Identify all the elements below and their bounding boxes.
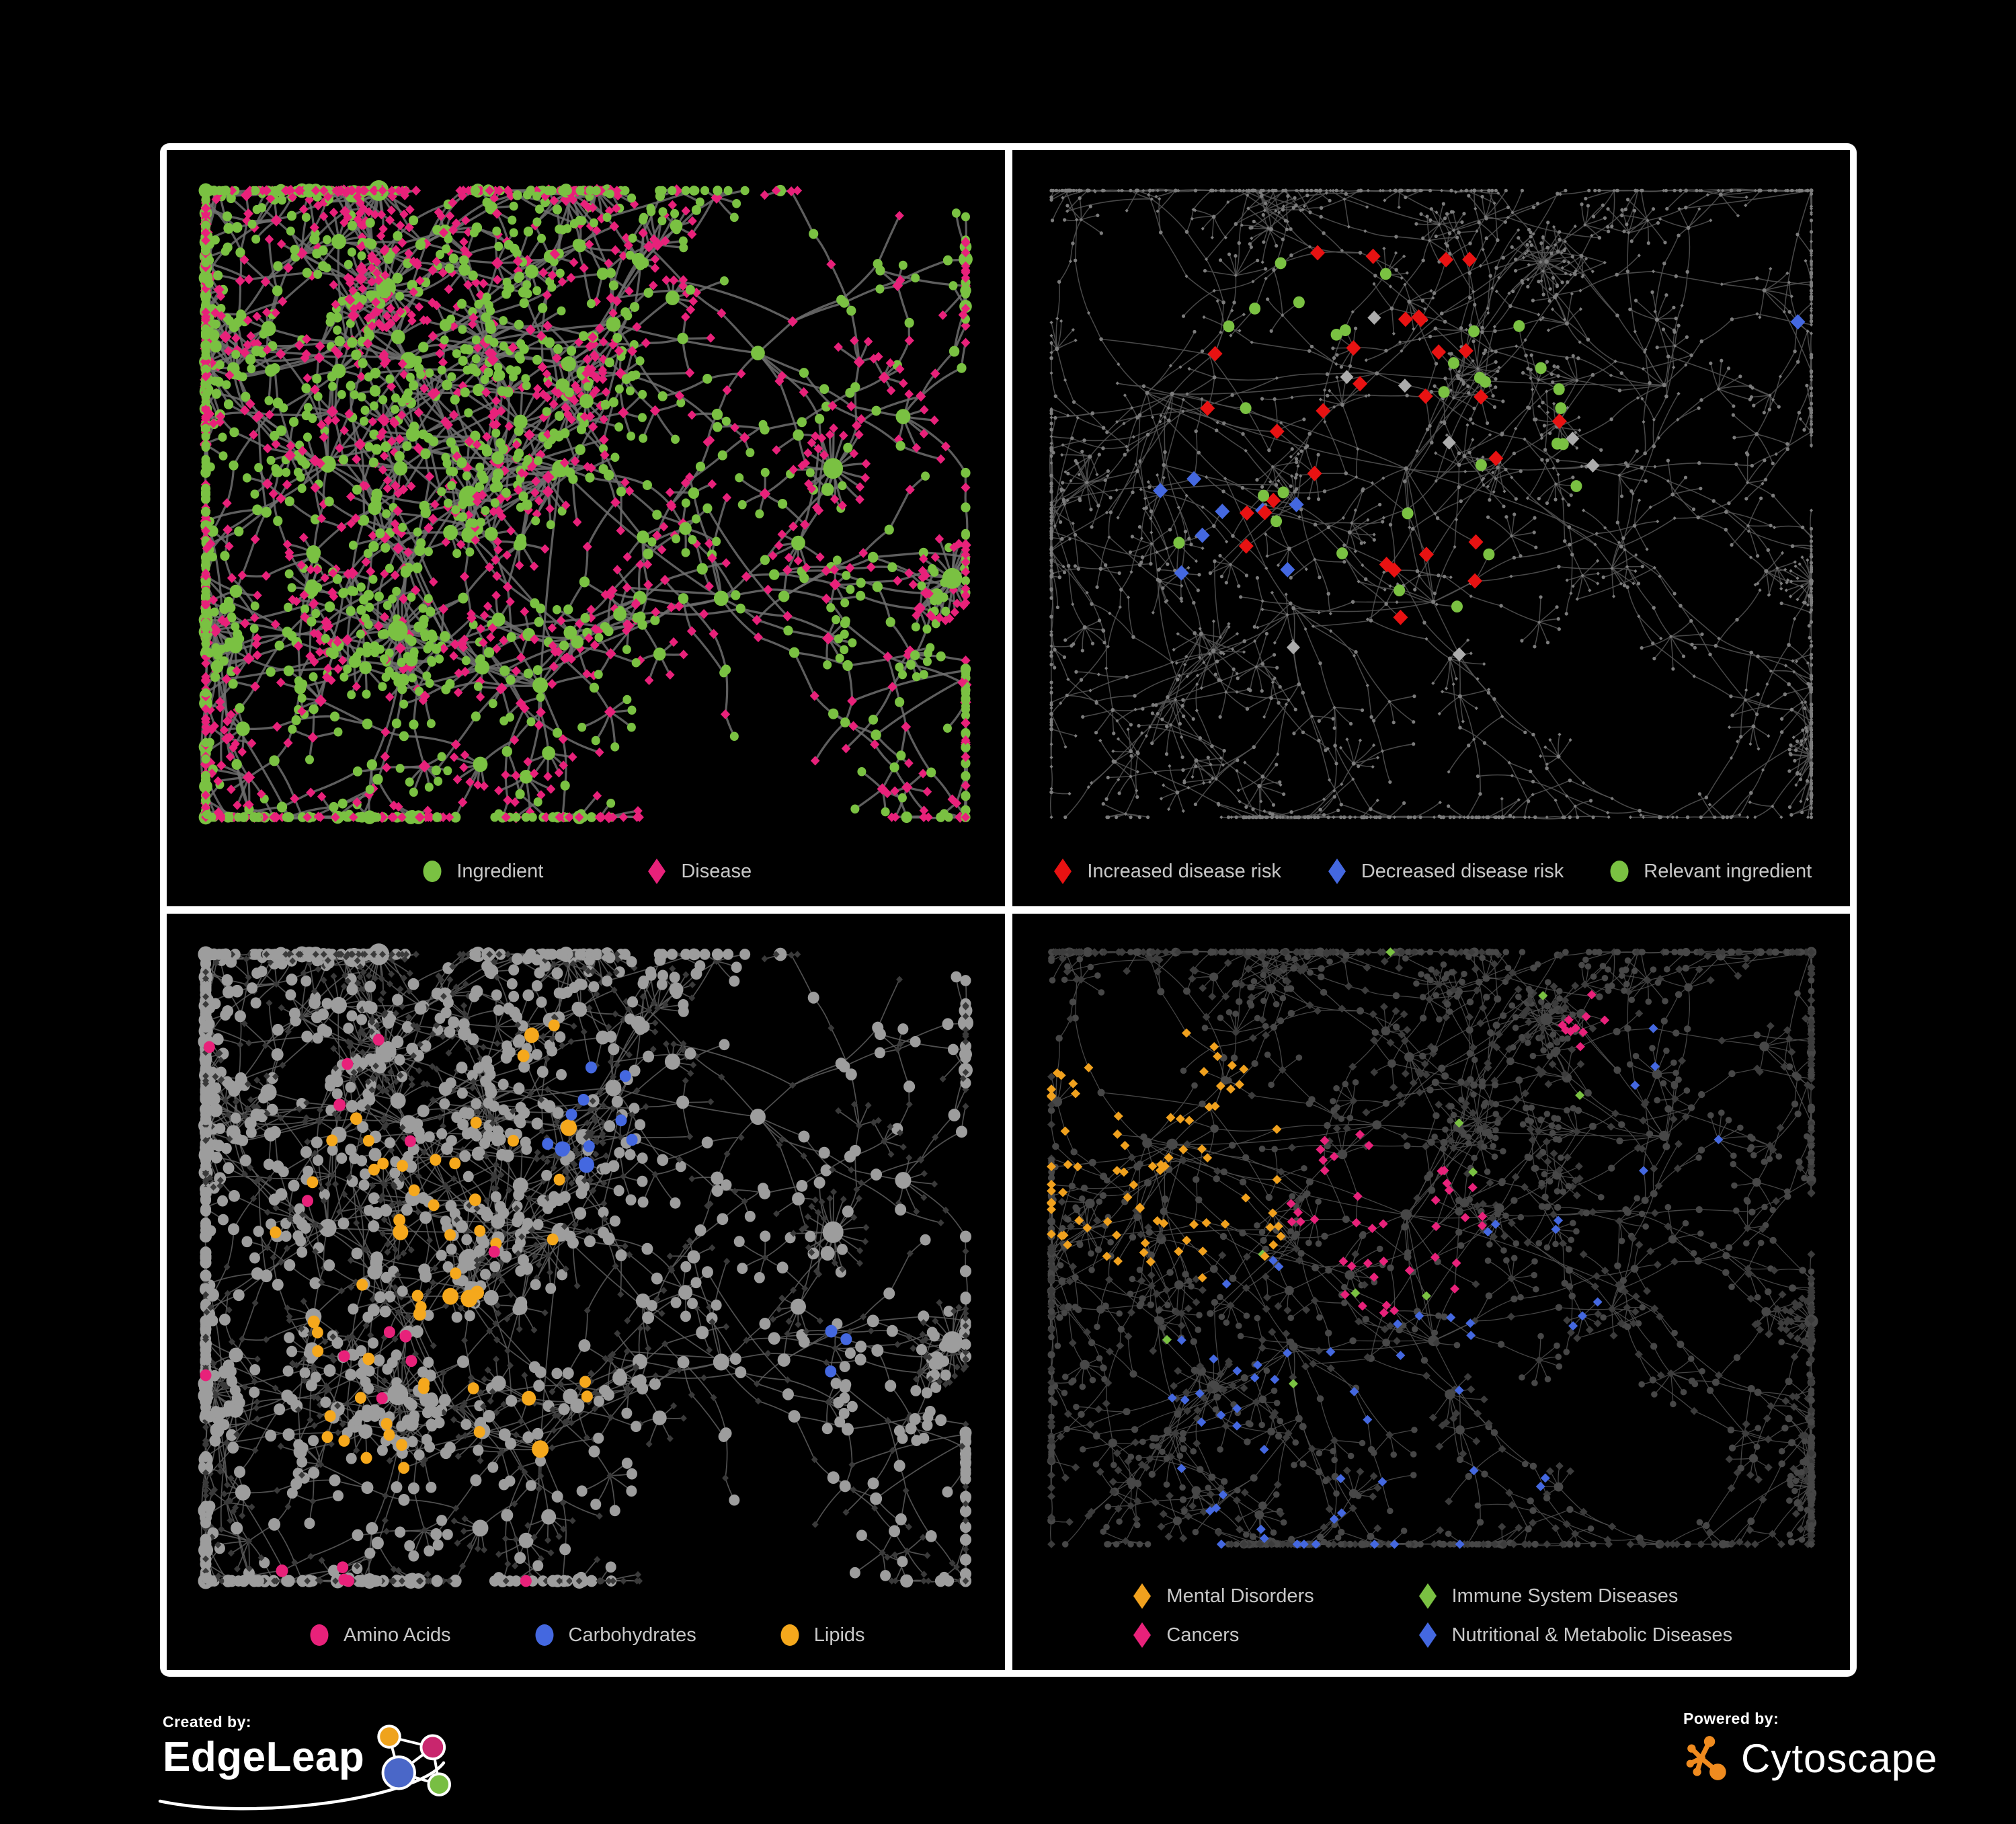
legend-label: Lipids xyxy=(814,1624,865,1647)
cytoscape-network-icon xyxy=(1686,1736,1726,1780)
circle-marker-icon xyxy=(535,1624,554,1646)
legend: Amino Acids Carbohydrates Lipids xyxy=(167,1622,1005,1649)
panel-disease-classes: Mental Disorders Immune System Diseases Ca… xyxy=(1012,914,1851,1670)
legend-item-decreased-disease-risk: Decreased disease risk xyxy=(1324,858,1564,885)
edgeleap-network-icon xyxy=(377,1724,452,1796)
diamond-marker-icon xyxy=(1054,859,1072,884)
panel-ingredient-disease: Ingredient Disease xyxy=(167,150,1005,906)
legend-label: Increased disease risk xyxy=(1087,861,1281,883)
edgeleap-brand-text: EdgeLeap xyxy=(163,1737,364,1778)
legend-item-nutritional-metabolic-diseases: Nutritional & Metabolic Diseases xyxy=(1415,1622,1732,1649)
legend-item-ingredient: Ingredient xyxy=(419,858,543,885)
legend-item-immune-system-diseases: Immune System Diseases xyxy=(1415,1583,1732,1610)
ingredient-disease-network-graph xyxy=(198,180,973,825)
legend-label: Disease xyxy=(681,861,752,883)
circle-marker-icon xyxy=(780,1624,799,1646)
created-by-block: Created by: EdgeLeap xyxy=(158,1713,462,1811)
legend-item-mental-disorders: Mental Disorders xyxy=(1129,1583,1314,1610)
diamond-marker-icon xyxy=(1418,1622,1437,1648)
legend-label: Carbohydrates xyxy=(569,1624,696,1647)
legend-item-lipids: Lipids xyxy=(777,1622,865,1649)
legend-label: Ingredient xyxy=(456,861,543,883)
diamond-marker-icon xyxy=(1418,1583,1437,1609)
diamond-marker-icon xyxy=(1328,859,1346,884)
circle-marker-icon xyxy=(310,1624,329,1646)
nutrient-classes-network-graph xyxy=(198,943,973,1589)
powered-by-block: Powered by: Cytoscape xyxy=(1683,1710,1937,1784)
diamond-marker-icon xyxy=(648,859,666,884)
edgeleap-swoosh-icon xyxy=(158,1761,446,1811)
panel-nutrient-classes: Amino Acids Carbohydrates Lipids xyxy=(167,914,1005,1670)
circle-marker-icon xyxy=(1610,861,1629,882)
legend-item-carbohydrates: Carbohydrates xyxy=(532,1622,696,1649)
disease-classes-network-graph xyxy=(1046,947,1818,1549)
legend: Increased disease risk Decreased disease … xyxy=(1012,858,1851,885)
legend: Mental Disorders Immune System Diseases Ca… xyxy=(1012,1583,1851,1649)
legend-label: Nutritional & Metabolic Diseases xyxy=(1452,1624,1732,1647)
legend-item-relevant-ingredient: Relevant ingredient xyxy=(1607,858,1812,885)
diamond-marker-icon xyxy=(1133,1583,1152,1609)
powered-by-label: Powered by: xyxy=(1683,1710,1937,1728)
legend-label: Relevant ingredient xyxy=(1644,861,1812,883)
legend-item-amino-acids: Amino Acids xyxy=(307,1622,451,1649)
cytoscape-logo: Cytoscape xyxy=(1683,1732,1937,1784)
panel-disease-risk: Increased disease risk Decreased disease … xyxy=(1012,150,1851,906)
legend: Ingredient Disease xyxy=(167,858,1005,885)
cytoscape-brand-text: Cytoscape xyxy=(1741,1735,1937,1782)
four-panel-figure: Ingredient Disease Increased disease risk… xyxy=(160,143,1857,1677)
legend-label: Mental Disorders xyxy=(1166,1585,1314,1608)
disease-risk-network-graph xyxy=(1049,188,1814,820)
edgeleap-logo: EdgeLeap xyxy=(158,1724,462,1811)
legend-label: Cancers xyxy=(1166,1624,1239,1647)
legend-item-increased-disease-risk: Increased disease risk xyxy=(1050,858,1281,885)
legend-label: Amino Acids xyxy=(344,1624,451,1647)
legend-item-cancers: Cancers xyxy=(1129,1622,1314,1649)
legend-label: Decreased disease risk xyxy=(1361,861,1564,883)
diamond-marker-icon xyxy=(1133,1622,1152,1648)
created-by-label: Created by: xyxy=(163,1713,462,1731)
legend-label: Immune System Diseases xyxy=(1452,1585,1679,1608)
legend-item-disease: Disease xyxy=(644,858,752,885)
circle-marker-icon xyxy=(423,861,442,882)
